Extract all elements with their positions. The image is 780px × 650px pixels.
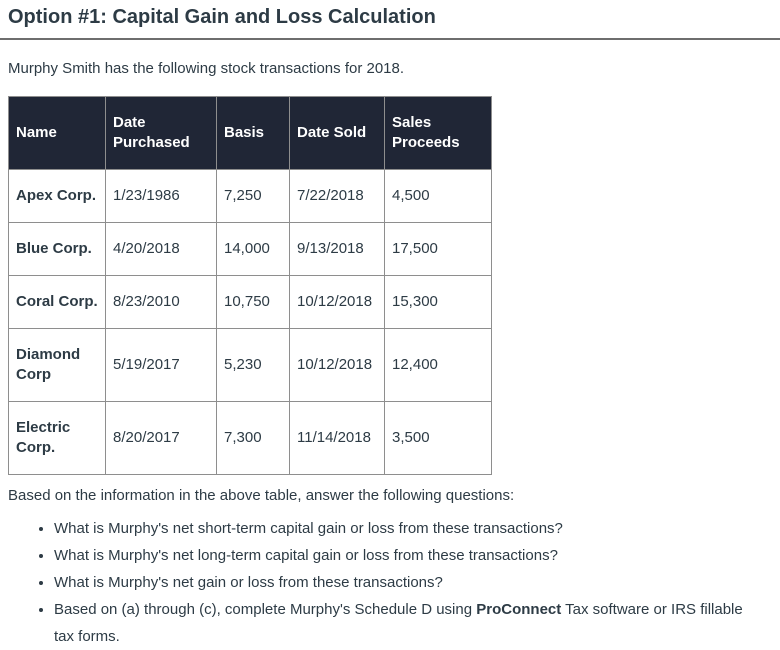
table-cell-date-purchased: 8/23/2010 (105, 275, 217, 329)
table-row: Diamond Corp 5/19/2017 5,230 10/12/2018 12,4… (8, 328, 492, 402)
question-item: What is Murphy's net long-term capital g… (54, 542, 762, 569)
table-cell-date-purchased: 8/20/2017 (105, 401, 217, 475)
question-item: What is Murphy's net short-term capital … (54, 515, 762, 542)
table-cell-basis: 14,000 (216, 222, 290, 276)
table-cell-basis: 10,750 (216, 275, 290, 329)
table-cell-name: Diamond Corp (8, 328, 106, 402)
table-cell-date-purchased: 1/23/1986 (105, 169, 217, 223)
table-cell-name: Apex Corp. (8, 169, 106, 223)
table-cell-date-sold: 10/12/2018 (289, 275, 385, 329)
table-row: Electric Corp. 8/20/2017 7,300 11/14/2018 3,… (8, 401, 492, 475)
table-cell-sales-proceeds: 15,300 (384, 275, 492, 329)
question-text: What is Murphy's net gain or loss from t… (54, 574, 443, 591)
table-cell-date-sold: 7/22/2018 (289, 169, 385, 223)
column-header-basis: Basis (216, 96, 290, 170)
table-cell-basis: 7,300 (216, 401, 290, 475)
question-text: What is Murphy's net long-term capital g… (54, 547, 558, 564)
question-text: Tax software or IRS fillable tax forms. (54, 601, 743, 645)
table-cell-sales-proceeds: 3,500 (384, 401, 492, 475)
transactions-table-body: Apex Corp. 1/23/1986 7,250 7/22/2018 4,500 Bl… (8, 169, 492, 475)
page-title: Option #1: Capital Gain and Loss Calcula… (8, 6, 436, 28)
table-cell-date-sold: 10/12/2018 (289, 328, 385, 402)
table-cell-sales-proceeds: 12,400 (384, 328, 492, 402)
table-cell-name: Coral Corp. (8, 275, 106, 329)
question-item: What is Murphy's net gain or loss from t… (54, 569, 762, 596)
table-cell-date-purchased: 5/19/2017 (105, 328, 217, 402)
question-text: What is Murphy's net short-term capital … (54, 520, 563, 537)
table-cell-date-sold: 9/13/2018 (289, 222, 385, 276)
questions-list: What is Murphy's net short-term capital … (8, 515, 772, 650)
table-header-row: Name Date Purchased Basis Date Sold Sale… (8, 96, 492, 170)
table-row: Blue Corp. 4/20/2018 14,000 9/13/2018 17,500 (8, 222, 492, 276)
title-divider (0, 38, 780, 40)
question-item: Based on (a) through (c), complete Murph… (54, 596, 762, 650)
table-row: Apex Corp. 1/23/1986 7,250 7/22/2018 4,500 (8, 169, 492, 223)
transactions-table: Name Date Purchased Basis Date Sold Sale… (8, 96, 492, 475)
table-cell-name: Electric Corp. (8, 401, 106, 475)
table-cell-basis: 7,250 (216, 169, 290, 223)
column-header-date-sold: Date Sold (289, 96, 385, 170)
column-header-sales-proceeds: Sales Proceeds (384, 96, 492, 170)
question-text: Based on (a) through (c), complete Murph… (54, 601, 477, 618)
column-header-date-purchased: Date Purchased (105, 96, 217, 170)
table-cell-basis: 5,230 (216, 328, 290, 402)
column-header-name: Name (8, 96, 106, 170)
table-cell-name: Blue Corp. (8, 222, 106, 276)
intro-text: Murphy Smith has the following stock tra… (8, 60, 405, 77)
table-cell-sales-proceeds: 17,500 (384, 222, 492, 276)
questions-intro: Based on the information in the above ta… (8, 487, 515, 504)
table-cell-sales-proceeds: 4,500 (384, 169, 492, 223)
question-bold-text: ProConnect (476, 601, 562, 618)
table-cell-date-sold: 11/14/2018 (289, 401, 385, 475)
table-row: Coral Corp. 8/23/2010 10,750 10/12/2018 15,3… (8, 275, 492, 329)
table-cell-date-purchased: 4/20/2018 (105, 222, 217, 276)
